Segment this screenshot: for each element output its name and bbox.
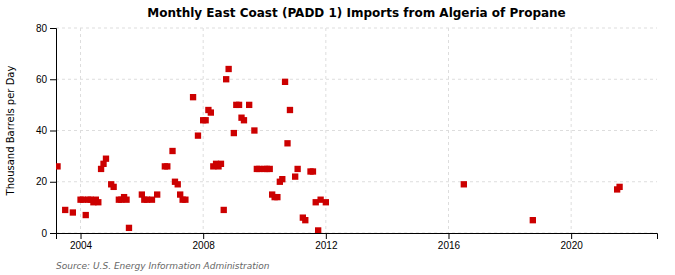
point bbox=[126, 225, 132, 231]
point bbox=[284, 140, 290, 146]
point bbox=[175, 181, 181, 187]
point bbox=[164, 163, 170, 169]
point bbox=[267, 166, 273, 172]
point bbox=[62, 207, 68, 213]
point bbox=[103, 156, 109, 162]
x-grid-line bbox=[203, 28, 204, 233]
point bbox=[246, 102, 252, 108]
x-tick-mark bbox=[448, 233, 449, 239]
y-grid-line bbox=[56, 181, 657, 182]
point bbox=[83, 212, 89, 218]
x-grid-line bbox=[448, 28, 449, 233]
y-tick: 0 bbox=[41, 228, 56, 239]
y-tick: 80 bbox=[36, 23, 56, 34]
x-tick-mark bbox=[81, 233, 82, 239]
point bbox=[56, 163, 61, 169]
x-axis-line bbox=[57, 234, 658, 240]
point bbox=[287, 107, 293, 113]
point bbox=[241, 117, 247, 123]
point bbox=[231, 130, 237, 136]
point bbox=[202, 117, 208, 123]
point bbox=[530, 217, 536, 223]
x-tick: 2004 bbox=[70, 233, 93, 251]
y-tick-label: 0 bbox=[41, 228, 47, 239]
y-tick: 60 bbox=[36, 74, 56, 85]
plot-area: 2004 2008 2012 2016 2020 0 20 40 60 80 bbox=[36, 23, 658, 251]
y-tick-mark bbox=[50, 233, 56, 234]
y-tick-label: 60 bbox=[36, 74, 48, 85]
point bbox=[225, 66, 231, 72]
x-tick-label: 2016 bbox=[438, 240, 461, 251]
point bbox=[279, 176, 285, 182]
point bbox=[274, 194, 280, 200]
point bbox=[294, 166, 300, 172]
point bbox=[223, 76, 229, 82]
point bbox=[251, 127, 257, 133]
point bbox=[70, 209, 76, 215]
x-tick-mark bbox=[571, 233, 572, 239]
title: Monthly East Coast (PADD 1) Imports from… bbox=[147, 6, 566, 20]
point bbox=[221, 207, 227, 213]
x-grid-line bbox=[571, 28, 572, 233]
point bbox=[169, 148, 175, 154]
point bbox=[315, 227, 321, 233]
source: Source: U.S. Energy Information Administ… bbox=[56, 261, 270, 271]
y-tick-mark bbox=[50, 182, 56, 183]
y-grid-line bbox=[56, 28, 657, 29]
point bbox=[190, 94, 196, 100]
x-tick: 2016 bbox=[438, 233, 461, 251]
point bbox=[123, 197, 129, 203]
grid bbox=[56, 28, 657, 233]
point bbox=[616, 184, 622, 190]
point bbox=[292, 173, 298, 179]
point bbox=[95, 199, 101, 205]
point bbox=[208, 109, 214, 115]
point bbox=[282, 79, 288, 85]
x-tick-mark bbox=[203, 233, 204, 239]
point bbox=[323, 199, 329, 205]
x-tick-mark bbox=[326, 233, 327, 239]
point bbox=[236, 102, 242, 108]
point bbox=[182, 197, 188, 203]
y-grid-line bbox=[56, 130, 657, 131]
y-tick: 40 bbox=[36, 125, 56, 136]
y-tick-label: 80 bbox=[36, 23, 48, 34]
y-tick-mark bbox=[50, 131, 56, 132]
point bbox=[154, 191, 160, 197]
point bbox=[302, 217, 308, 223]
x-tick: 2020 bbox=[561, 233, 584, 251]
y-tick-mark bbox=[50, 28, 56, 29]
point bbox=[110, 184, 116, 190]
x-axis: 2004 2008 2012 2016 2020 bbox=[57, 233, 658, 251]
point bbox=[195, 132, 201, 138]
y-tick-mark bbox=[50, 79, 56, 80]
y-axis: 0 20 40 60 80 bbox=[36, 23, 57, 239]
point bbox=[218, 161, 224, 167]
point bbox=[461, 181, 467, 187]
x-tick: 2012 bbox=[315, 233, 338, 251]
x-tick-label: 2012 bbox=[315, 240, 338, 251]
x-tick-label: 2020 bbox=[561, 240, 584, 251]
x-tick: 2008 bbox=[193, 233, 216, 251]
point bbox=[310, 168, 316, 174]
y-grid-line bbox=[56, 79, 657, 80]
y-tick: 20 bbox=[36, 176, 56, 187]
x-tick-label: 2004 bbox=[70, 240, 93, 251]
chart: 2004 2008 2012 2016 2020 0 20 40 60 80 Monthly Eas… bbox=[0, 0, 675, 275]
y-axis-line bbox=[50, 29, 57, 234]
y-axis-title: Thousand Barrels per Day bbox=[5, 66, 16, 197]
points bbox=[56, 66, 623, 233]
y-tick-label: 40 bbox=[36, 125, 48, 136]
x-tick-label: 2008 bbox=[193, 240, 216, 251]
y-tick-label: 20 bbox=[36, 176, 48, 187]
